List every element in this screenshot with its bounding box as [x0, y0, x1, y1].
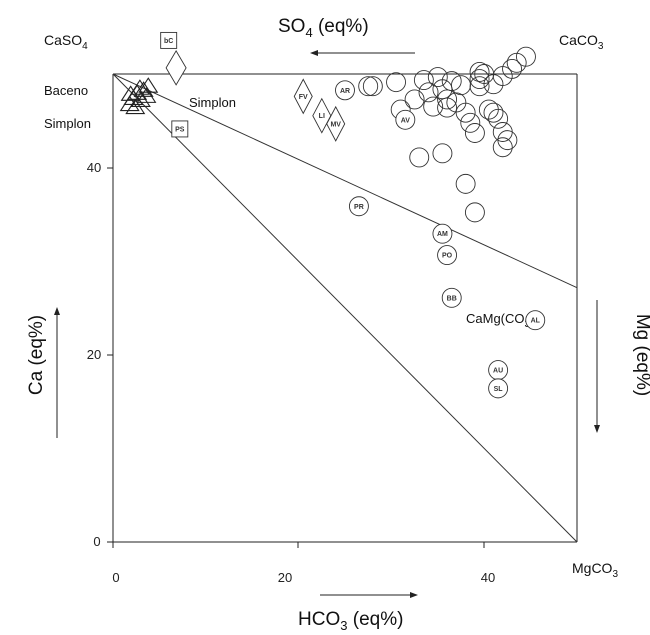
circle-point-11	[437, 97, 458, 118]
labeled-circle-ar: AR	[335, 80, 355, 101]
top-axis-arrow	[310, 50, 415, 56]
labeled-diamond-code: MV	[330, 121, 341, 128]
circle-point-24	[483, 102, 504, 123]
circle-point-36	[464, 202, 485, 223]
circle-point-25	[488, 108, 509, 129]
labeled-square-code: bC	[164, 38, 173, 45]
circle-point-4	[404, 89, 425, 110]
top-axis-title: SO4 (eq%)	[278, 16, 369, 40]
circle-point-17	[464, 123, 485, 143]
labeled-diamond-mv: MV	[326, 105, 346, 142]
x-tick-label-40: 40	[481, 570, 495, 585]
labeled-circle-am: AM	[432, 223, 453, 244]
label-baceno: Baceno	[44, 83, 88, 98]
labeled-circle-code: PO	[442, 253, 453, 260]
corner-label-caco3: CaCO3	[559, 32, 604, 52]
diamond-simplon	[165, 50, 187, 86]
triangle-point-6	[125, 98, 146, 115]
labeled-circle-sl: SL	[488, 378, 509, 399]
circle-point-6	[418, 82, 439, 103]
labeled-circle-po: PO	[437, 245, 458, 266]
triangle-point-9	[129, 79, 150, 95]
labeled-circle-code: AV	[401, 117, 411, 124]
labeled-diamond-fv: FV	[293, 78, 313, 115]
labeled-diamond-code: LI	[319, 113, 325, 120]
lines-layer	[112, 73, 578, 543]
labeled-circle-av: AV	[395, 109, 416, 130]
circle-point-28	[492, 137, 513, 158]
labeled-circle-code: AU	[493, 368, 503, 375]
label-simplon-left: Simplon	[44, 116, 91, 131]
triangle-point-5	[136, 87, 157, 103]
labeled-circle-al: AL	[525, 310, 546, 331]
circle-point-15	[455, 102, 476, 123]
mixing-line-0	[112, 73, 578, 289]
right-axis-arrow	[594, 300, 600, 433]
labeled-diamond-code: FV	[299, 94, 308, 101]
triangle-point-7	[120, 85, 141, 101]
labeled-square-code: PS	[175, 126, 185, 133]
y-axis-title: Ca (eq%)	[26, 315, 47, 395]
x-tick-label-0: 0	[112, 570, 119, 585]
labeled-circle-code: AR	[340, 88, 350, 95]
circle-point-16	[460, 112, 481, 133]
triangle-point-3	[130, 91, 151, 108]
labeled-circle-code: AL	[531, 318, 541, 325]
circle-point-19	[469, 69, 490, 90]
circle-point-34	[432, 143, 453, 164]
labeled-square-ps: PS	[171, 120, 189, 138]
circle-point-7	[423, 96, 444, 117]
circle-point-20	[469, 76, 490, 97]
labeled-diamond-li: LI	[312, 97, 332, 134]
triangle-point-8	[138, 77, 159, 93]
labeled-circle-bb: BB	[441, 287, 462, 308]
y-tick-label-40: 40	[87, 160, 101, 175]
circle-point-5	[413, 70, 434, 91]
y-tick-label-0: 0	[93, 534, 100, 549]
circle-point-29	[497, 130, 518, 151]
circle-point-1	[362, 76, 383, 97]
circle-point-10	[437, 89, 458, 110]
x-tick-label-20: 20	[278, 570, 292, 585]
triangle-point-4	[133, 81, 154, 97]
circle-point-18	[469, 62, 490, 82]
labeled-square-bc: bC	[160, 31, 178, 49]
label-simplon-diamond: Simplon	[189, 95, 236, 110]
marks-layer: AR AV PR AM PO BB AL AU SL FV LI MV bC PS	[119, 31, 546, 399]
mixing-line-1	[112, 73, 578, 543]
labeled-circle-code: AM	[437, 231, 448, 238]
bottom-axis-arrow	[320, 592, 418, 598]
circle-point-30	[502, 58, 522, 79]
circle-point-33	[409, 147, 430, 168]
circle-point-2	[386, 72, 406, 93]
circle-point-32	[516, 46, 536, 67]
right-axis-title: Mg (eq%)	[632, 314, 650, 396]
corner-label-caso4: CaSO4	[44, 32, 88, 52]
labeled-circle-pr: PR	[348, 196, 369, 217]
circle-point-12	[441, 71, 462, 92]
circle-point-8	[427, 67, 448, 88]
corner-label-mgco3: MgCO3	[572, 560, 618, 580]
circle-point-35	[455, 173, 476, 194]
labeled-circle-au: AU	[488, 360, 509, 381]
left-axis-arrow	[54, 307, 60, 438]
circle-point-0	[358, 76, 379, 97]
labeled-circle-code: SL	[494, 386, 504, 393]
y-tick-label-20: 20	[87, 347, 101, 362]
x-axis-title: HCO3 (eq%)	[298, 609, 403, 633]
labeled-circle-code: PR	[354, 204, 364, 211]
labeled-circle-code: BB	[447, 295, 457, 302]
